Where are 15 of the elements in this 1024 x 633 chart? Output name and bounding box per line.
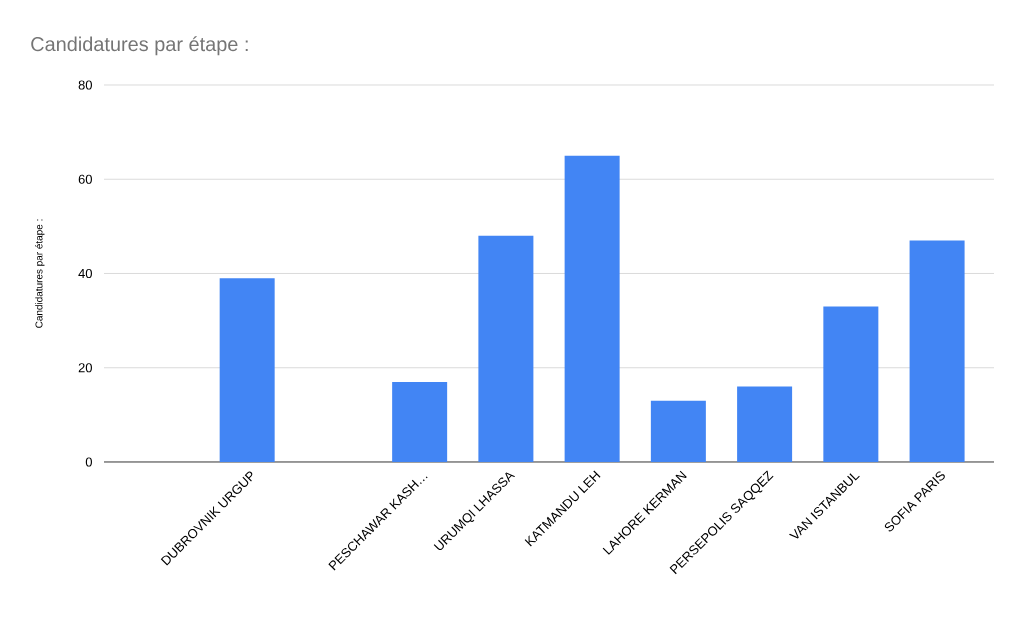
y-tick-label: 80 [78, 80, 92, 90]
bar [650, 400, 706, 462]
y-tick-label: 20 [78, 363, 92, 373]
y-tick-label: 40 [78, 268, 92, 279]
bar [909, 240, 965, 462]
y-tick-label: 0 [85, 457, 92, 467]
y-axis-title: Candidatures par étape : [35, 219, 45, 328]
y-tick-label: 60 [78, 174, 92, 184]
bar [219, 278, 275, 462]
bar [737, 386, 793, 462]
bar [392, 381, 448, 462]
bar [564, 155, 620, 462]
bar [823, 306, 879, 462]
chart-title: Candidatures par étape : [31, 36, 248, 56]
bar [478, 235, 534, 462]
